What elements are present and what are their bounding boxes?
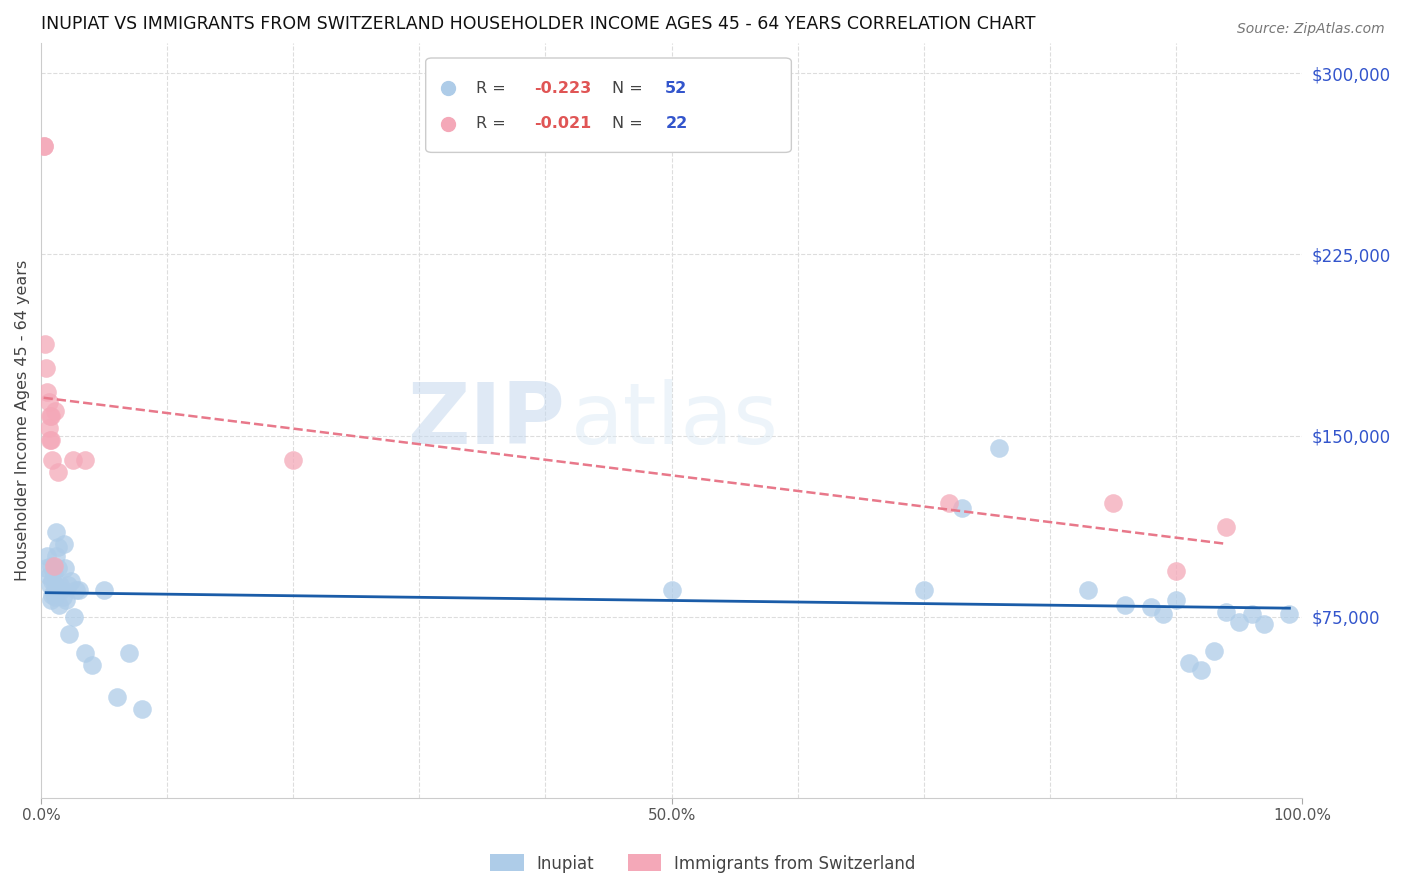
Point [45, 549, 67, 564]
Point [49, 578, 72, 592]
Point [37, 385, 59, 400]
Point [46, 465, 69, 479]
Point [32, 138, 55, 153]
Point [38, 394, 60, 409]
Y-axis label: Householder Income Ages 45 - 64 years: Householder Income Ages 45 - 64 years [15, 260, 30, 581]
Text: -0.223: -0.223 [534, 80, 592, 95]
Point [46, 540, 69, 554]
Point [35, 561, 58, 575]
Point [39, 593, 62, 607]
Point [32, 138, 55, 153]
Point [63, 610, 86, 624]
Point [1215, 520, 1237, 534]
FancyBboxPatch shape [426, 58, 792, 153]
Point [41, 588, 63, 602]
Point [39, 409, 62, 424]
Point [39, 434, 62, 448]
Point [283, 452, 305, 467]
Text: INUPIAT VS IMMIGRANTS FROM SWITZERLAND HOUSEHOLDER INCOME AGES 45 - 64 YEARS COR: INUPIAT VS IMMIGRANTS FROM SWITZERLAND H… [41, 15, 1036, 33]
Point [1164, 564, 1187, 578]
Point [1164, 593, 1187, 607]
Point [60, 574, 83, 588]
Point [67, 583, 90, 598]
Point [93, 583, 115, 598]
Point [1215, 605, 1237, 619]
Point [118, 646, 141, 660]
Point [41, 452, 63, 467]
Point [39, 559, 62, 574]
Point [1227, 615, 1250, 629]
Point [1077, 583, 1099, 598]
Point [42, 585, 65, 599]
Text: -0.021: -0.021 [534, 116, 592, 131]
Point [51, 583, 73, 598]
Point [1202, 643, 1225, 657]
Point [46, 561, 69, 575]
Point [53, 561, 76, 575]
Point [39, 434, 62, 448]
Point [62, 452, 84, 467]
Point [48, 598, 70, 612]
Point [1278, 607, 1301, 622]
Point [65, 583, 87, 598]
Point [912, 583, 935, 598]
Point [35, 360, 58, 375]
Point [1253, 617, 1275, 632]
Text: ZIP: ZIP [406, 379, 564, 462]
Point [38, 568, 60, 582]
Legend: Inupiat, Immigrants from Switzerland: Inupiat, Immigrants from Switzerland [484, 847, 922, 880]
Point [1102, 496, 1125, 510]
Point [75, 452, 97, 467]
Text: R =: R = [477, 80, 510, 95]
Text: atlas: atlas [571, 379, 779, 462]
Point [37, 549, 59, 564]
Point [1114, 598, 1136, 612]
Point [34, 336, 56, 351]
Point [988, 441, 1011, 455]
Point [1177, 656, 1199, 670]
Point [41, 574, 63, 588]
Point [39, 409, 62, 424]
Point [1240, 607, 1263, 622]
Point [938, 496, 960, 510]
Point [75, 646, 97, 660]
Point [55, 593, 77, 607]
Text: N =: N = [612, 116, 648, 131]
Point [1189, 663, 1212, 677]
Point [42, 559, 65, 574]
Point [56, 578, 79, 592]
Text: 52: 52 [665, 80, 688, 95]
Point [131, 701, 153, 715]
Text: 22: 22 [665, 116, 688, 131]
Point [105, 690, 128, 704]
Point [51, 591, 73, 605]
Text: Source: ZipAtlas.com: Source: ZipAtlas.com [1237, 22, 1385, 37]
Point [80, 658, 103, 673]
Point [1139, 600, 1161, 615]
Point [39, 578, 62, 592]
Point [1152, 607, 1174, 622]
Point [44, 591, 66, 605]
Text: R =: R = [477, 116, 510, 131]
Text: N =: N = [612, 80, 648, 95]
Point [950, 501, 973, 516]
Point [58, 626, 80, 640]
Point [42, 566, 65, 581]
Point [661, 583, 683, 598]
Point [45, 525, 67, 540]
Point [52, 537, 75, 551]
Point [38, 421, 60, 435]
Point [44, 578, 66, 592]
Point [44, 404, 66, 418]
